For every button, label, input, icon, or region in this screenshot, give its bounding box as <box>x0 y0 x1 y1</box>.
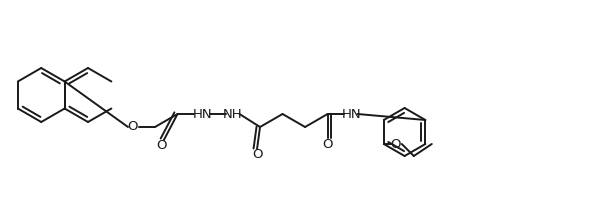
Text: O: O <box>391 138 401 150</box>
Text: NH: NH <box>223 108 243 121</box>
Text: O: O <box>157 139 167 152</box>
Text: O: O <box>128 121 139 134</box>
Text: O: O <box>322 138 333 150</box>
Text: HN: HN <box>342 108 361 121</box>
Text: O: O <box>252 148 263 161</box>
Text: HN: HN <box>193 108 212 121</box>
